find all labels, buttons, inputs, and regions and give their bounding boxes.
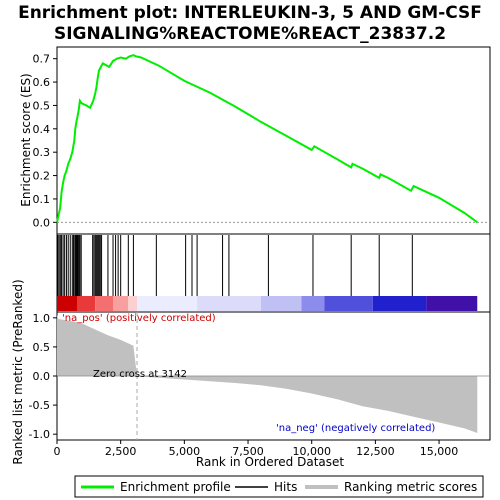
metric-y-tick-label: 0.5: [33, 341, 51, 354]
colorbar-segment: [372, 296, 427, 311]
colorbar-segment: [128, 296, 138, 311]
x-tick-label: 5,000: [169, 445, 201, 458]
chart-title-line1: Enrichment plot: INTERLEUKIN-3, 5 AND GM…: [18, 3, 482, 23]
legend-metric-label: Ranking metric scores: [344, 480, 477, 494]
metric-y-axis-label: Ranked list metric (PreRanked): [11, 279, 25, 464]
zero-cross-label: Zero cross at 3142: [93, 369, 187, 380]
es-y-tick-label: 0.0: [33, 216, 51, 229]
metric-y-tick-label: -0.5: [29, 399, 50, 412]
es-y-tick-label: 0.4: [33, 123, 51, 136]
na-neg-label: 'na_neg' (negatively correlated): [276, 423, 435, 434]
metric-area-layer: [57, 312, 490, 440]
x-tick-label: 12,500: [356, 445, 395, 458]
hit-marks-layer: [57, 235, 413, 296]
ranked-metric-area: [57, 314, 478, 433]
colorbar-segment: [426, 296, 478, 311]
es-y-axis: 0.0 0.1 0.2 0.3 0.4 0.5 0.6 0.7: [33, 53, 57, 229]
colorbar-segment: [301, 296, 325, 311]
metric-y-axis: -1.0 -0.5 0.0 0.5 1.0: [29, 312, 57, 441]
colorbar-segment: [137, 296, 198, 311]
x-axis-label: Rank in Ordered Dataset: [196, 455, 344, 469]
chart-title-line2: SIGNALING%REACTOME%REACT_23837.2: [54, 24, 446, 44]
legend-frame: [74, 475, 484, 498]
x-tick-label: 15,000: [420, 445, 459, 458]
es-y-tick-label: 0.5: [33, 99, 51, 112]
x-tick-label: 2,500: [105, 445, 137, 458]
enrichment-profile-line: [56, 54, 478, 224]
colorbar-segment: [113, 296, 129, 311]
es-y-tick-label: 0.1: [33, 193, 51, 206]
colorbar-segment: [260, 296, 302, 311]
x-tick-label: 0: [54, 445, 61, 458]
colorbar-segment: [95, 296, 114, 311]
colorbar-segment: [324, 296, 373, 311]
es-y-axis-label: Enrichment score (ES): [19, 73, 33, 206]
metric-y-tick-label: 0.0: [33, 370, 51, 383]
es-y-tick-label: 0.2: [33, 170, 51, 183]
rank-x-axis: 0 2,500 5,000 7,500 10,000 12,500 15,000: [54, 440, 459, 458]
colorbar-segment: [77, 296, 96, 311]
legend-hits-label: Hits: [274, 480, 297, 494]
colorbar-segment: [197, 296, 261, 311]
na-pos-label: 'na_pos' (positively correlated): [62, 313, 216, 324]
colorbar-segment: [57, 296, 78, 311]
x-tick-label: 7,500: [232, 445, 264, 458]
es-y-tick-label: 0.7: [33, 53, 51, 66]
ranking-colorbar: [57, 296, 478, 311]
es-y-tick-label: 0.3: [33, 146, 51, 159]
metric-y-tick-label: 1.0: [33, 312, 51, 325]
metric-y-tick-label: -1.0: [29, 428, 50, 441]
legend: Enrichment profile Hits Ranking metric s…: [74, 475, 484, 498]
x-tick-label: 10,000: [292, 445, 331, 458]
es-y-tick-label: 0.6: [33, 76, 51, 89]
es-curve-layer: [56, 54, 490, 224]
legend-enrichment-label: Enrichment profile: [120, 480, 231, 494]
